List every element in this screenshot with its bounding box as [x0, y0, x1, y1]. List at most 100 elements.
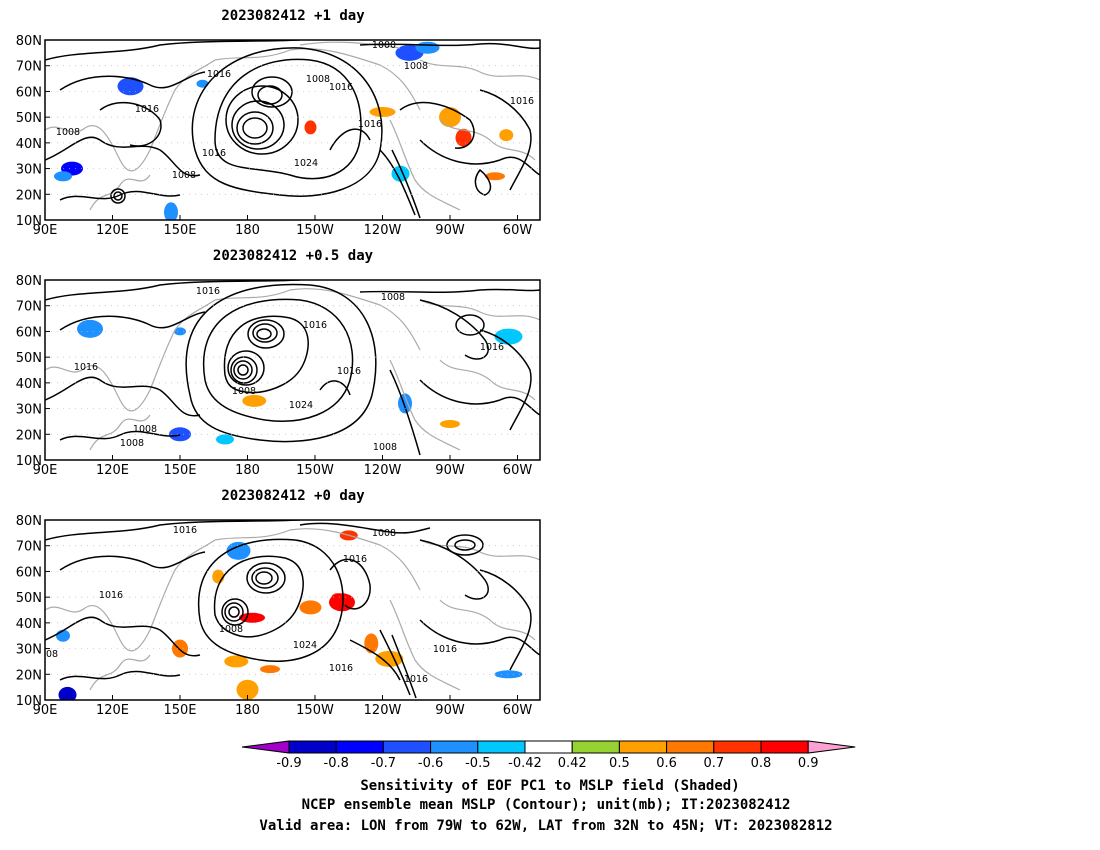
colorbar-label: -0.42 [508, 756, 542, 771]
lon-tick-label: 90W [435, 463, 465, 478]
contour-label: 1008 [372, 528, 396, 539]
shading-cell [196, 79, 209, 88]
colorbar-box [430, 740, 479, 754]
shading-cell [164, 202, 178, 220]
colorbar-label: 0.9 [798, 756, 819, 771]
caption-line-1: Sensitivity of EOF PC1 to MSLP field (Sh… [360, 778, 739, 794]
lon-tick-label: 180 [235, 223, 260, 238]
contour-label: 1008 [56, 127, 80, 138]
contour-label: 1016 [329, 663, 353, 674]
lat-tick-label: 40N [16, 137, 42, 152]
latitude-axis: 10N 20N 30N 40N 50N 60N 70N 80N [16, 274, 50, 469]
lat-tick-label: 20N [16, 188, 42, 203]
shading-cell [174, 327, 186, 336]
contour-label: 1008 [232, 386, 256, 397]
colorbar-box [335, 740, 384, 754]
sensitivity-shading [54, 41, 514, 220]
colorbar-box [288, 740, 337, 754]
lat-tick-label: 70N [16, 540, 42, 555]
colorbar-label: 0.8 [751, 756, 772, 771]
contour-labels: 1016 1008 1016 1016 1016 1016 1008 1024 … [74, 286, 504, 453]
shading-cell [364, 633, 379, 654]
longitude-axis: 90E 120E 150E 180 150W 120W 90W 60W [33, 455, 533, 478]
latitude-axis: 10N 20N 30N 40N 50N 60N 70N 80N [16, 514, 50, 709]
contour-label: 1024 [289, 400, 313, 411]
shading-cell [494, 328, 523, 345]
lat-tick-label: 30N [16, 403, 42, 418]
lat-tick-label: 60N [16, 325, 42, 340]
lat-tick-label: 50N [16, 591, 42, 606]
contour-label: 1008 [306, 74, 330, 85]
shading-cell [439, 107, 461, 128]
contour-label: 1016 [337, 366, 361, 377]
lon-tick-label: 90E [33, 223, 58, 238]
shading-cell [169, 427, 191, 442]
longitude-axis: 90E 120E 150E 180 150W 120W 90W 60W [33, 695, 533, 718]
colorbar-box [571, 740, 620, 754]
panel-title: 2023082412 +1 day [221, 8, 365, 24]
colorbar-box [666, 740, 715, 754]
colorbar-box [524, 740, 573, 754]
contour-label: 1016 [207, 69, 231, 80]
contour-label: 1008 [373, 442, 397, 453]
colorbar-label: -0.6 [418, 756, 443, 771]
colorbar-box [760, 740, 809, 754]
shading-cell [77, 319, 103, 338]
lat-tick-label: 20N [16, 428, 42, 443]
colorbar-label: 0.5 [609, 756, 630, 771]
lat-tick-label: 30N [16, 163, 42, 178]
contour-label: 1008 [219, 624, 243, 635]
contour-label: 1024 [293, 640, 317, 651]
sensitivity-shading [56, 530, 523, 700]
colorbar-box [477, 740, 526, 754]
lon-tick-label: 120E [96, 463, 129, 478]
map-panel-2: 2023082412 +0.5 day [16, 248, 541, 478]
sensitivity-shading [77, 319, 523, 445]
contour-labels: 1016 1008 1016 1016 1008 1024 1016 1016 … [46, 525, 457, 685]
lon-tick-label: 120W [364, 223, 402, 238]
lon-tick-label: 90W [435, 703, 465, 718]
contour-label: 1016 [303, 320, 327, 331]
lon-tick-label: 120W [364, 703, 402, 718]
contour-label: 1008 [381, 292, 405, 303]
lon-tick-label: 90W [435, 223, 465, 238]
lon-tick-label: 150E [163, 703, 196, 718]
lon-tick-label: 180 [235, 463, 260, 478]
shading-cell [242, 394, 267, 407]
shading-cell [56, 629, 70, 642]
lat-tick-label: 80N [16, 514, 42, 529]
contour-label: 1016 [202, 148, 226, 159]
lon-tick-label: 90E [33, 463, 58, 478]
lat-tick-label: 80N [16, 274, 42, 289]
shading-cell [117, 77, 144, 96]
mslp-contours [45, 520, 540, 699]
lon-tick-label: 60W [503, 703, 533, 718]
shading-cell [499, 129, 514, 142]
lat-tick-label: 30N [16, 643, 42, 658]
contour-label: 1016 [173, 525, 197, 536]
contour-labels: 1000 1008 1016 1008 1016 1016 1008 1016 … [56, 40, 534, 181]
contour-label: 1024 [294, 158, 318, 169]
contour-label: 1016 [135, 104, 159, 115]
lat-tick-label: 10N [16, 214, 42, 229]
colorbar-label: 0.6 [656, 756, 677, 771]
shading-cell [224, 655, 249, 668]
lon-tick-label: 150W [296, 463, 334, 478]
colorbar: -0.9 -0.8 -0.7 -0.6 -0.5 -0.42 0.42 0.5 0.6 0.7 0.… [241, 740, 856, 771]
colorbar-label: -0.5 [465, 756, 490, 771]
contour-label: 08 [46, 649, 58, 660]
shading-cell [226, 541, 251, 560]
colorbar-label: 0.7 [703, 756, 724, 771]
shading-cell [415, 41, 440, 54]
map-frame [44, 519, 541, 701]
lon-tick-label: 150E [163, 463, 196, 478]
lat-tick-label: 10N [16, 694, 42, 709]
shading-cell [494, 670, 523, 679]
lat-tick-label: 20N [16, 668, 42, 683]
contour-label: 1016 [433, 644, 457, 655]
lon-tick-label: 60W [503, 463, 533, 478]
lat-tick-label: 40N [16, 617, 42, 632]
colorbar-label: -0.8 [324, 756, 349, 771]
contour-label: 1000 [372, 40, 396, 51]
